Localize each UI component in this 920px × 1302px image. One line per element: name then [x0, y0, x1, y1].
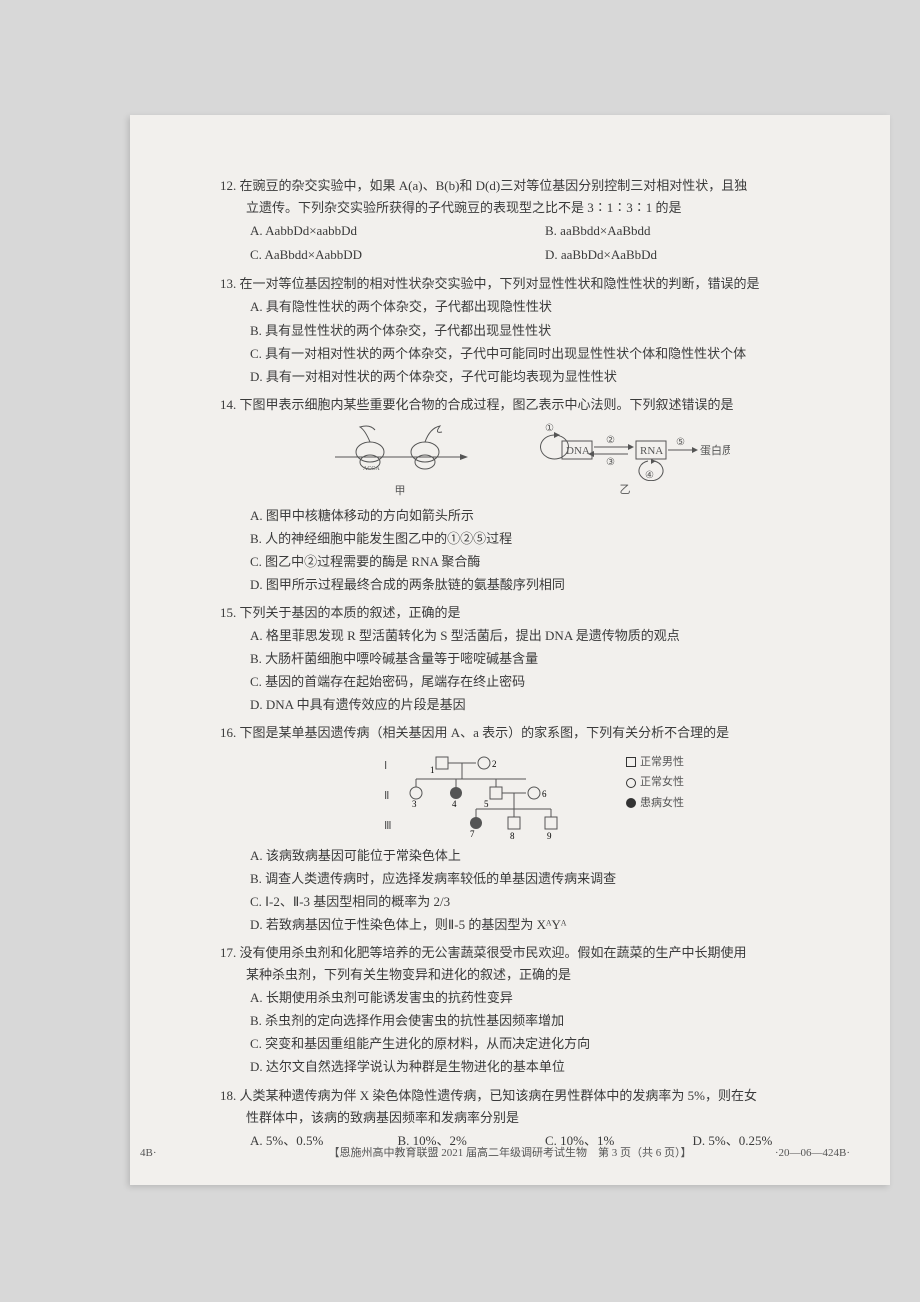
- q18-stem1: 人类某种遗传病为伴 X 染色体隐性遗传病，已知该病在男性群体中的发病率为 5%，…: [240, 1088, 757, 1103]
- q12-stem2: 立遗传。下列杂交实验所获得的子代豌豆的表现型之比不是 3∶1∶3∶1 的是: [220, 197, 840, 219]
- question-18: 18. 人类某种遗传病为伴 X 染色体隐性遗传病，已知该病在男性群体中的发病率为…: [220, 1085, 840, 1153]
- svg-text:④: ④: [645, 470, 654, 481]
- svg-text:①: ①: [545, 423, 554, 434]
- q17-opt-d: D. 达尔文自然选择学说认为种群是生物进化的基本单位: [250, 1056, 840, 1078]
- q13-opt-c: C. 具有一对相对性状的两个体杂交，子代中可能同时出现显性性状个体和隐性性状个体: [250, 343, 840, 365]
- q12-opt-a: A. AabbDd×aabbDd: [250, 220, 545, 242]
- q15-opt-d: D. DNA 中具有遗传效应的片段是基因: [250, 694, 840, 716]
- q14-diagram: ACCA 甲 ① DNA ②: [220, 422, 840, 501]
- legend-female: 正常女性: [640, 773, 684, 792]
- diagram-label-jia: 甲: [330, 482, 470, 501]
- svg-text:Ⅰ: Ⅰ: [384, 760, 387, 772]
- svg-text:⑤: ⑤: [676, 437, 685, 448]
- svg-text:4: 4: [452, 799, 457, 809]
- svg-text:蛋白质: 蛋白质: [700, 443, 730, 457]
- question-12: 12. 在豌豆的杂交实验中，如果 A(a)、B(b)和 D(d)三对等位基因分别…: [220, 175, 840, 267]
- q12-stem1: 在豌豆的杂交实验中，如果 A(a)、B(b)和 D(d)三对等位基因分别控制三对…: [240, 178, 748, 193]
- svg-text:2: 2: [492, 759, 497, 769]
- question-17: 17. 没有使用杀虫剂和化肥等培养的无公害蔬菜很受市民欢迎。假如在蔬菜的生产中长…: [220, 942, 840, 1079]
- footer-center: 【恩施州高中教育联盟 2021 届高二年级调研考试生物 第 3 页（共 6 页）…: [329, 1147, 692, 1159]
- q16-opt-d: D. 若致病基因位于性染色体上，则Ⅱ-5 的基因型为 XᴬYᴬ: [250, 914, 840, 936]
- q14-opt-a: A. 图甲中核糖体移动的方向如箭头所示: [250, 505, 840, 527]
- legend-affected: 患病女性: [640, 794, 684, 813]
- q14-opt-d: D. 图甲所示过程最终合成的两条肽链的氨基酸序列相同: [250, 574, 840, 596]
- svg-text:3: 3: [412, 799, 417, 809]
- q13-opt-a: A. 具有隐性性状的两个体杂交，子代都出现隐性性状: [250, 296, 840, 318]
- question-14: 14. 下图甲表示细胞内某些重要化合物的合成过程，图乙表示中心法则。下列叙述错误…: [220, 394, 840, 596]
- pedigree-legend: 正常男性 正常女性 患病女性: [626, 751, 684, 815]
- q16-num: 16.: [220, 725, 236, 740]
- svg-text:③: ③: [606, 457, 615, 468]
- q14-stem: 下图甲表示细胞内某些重要化合物的合成过程，图乙表示中心法则。下列叙述错误的是: [240, 397, 734, 412]
- svg-text:9: 9: [547, 831, 552, 841]
- q16-pedigree: Ⅰ 1 2 Ⅱ 3 4 5 6: [220, 751, 840, 841]
- q16-opt-c: C. Ⅰ-2、Ⅱ-3 基因型相同的概率为 2/3: [250, 891, 840, 913]
- diagram-label-yi: 乙: [520, 481, 730, 500]
- q13-num: 13.: [220, 276, 236, 291]
- q17-stem1: 没有使用杀虫剂和化肥等培养的无公害蔬菜很受市民欢迎。假如在蔬菜的生产中长期使用: [240, 945, 747, 960]
- q12-num: 12.: [220, 178, 236, 193]
- svg-text:ACCA: ACCA: [363, 466, 380, 472]
- q13-opt-b: B. 具有显性性状的两个体杂交，子代都出现显性性状: [250, 320, 840, 342]
- page-footer: 4B· 【恩施州高中教育联盟 2021 届高二年级调研考试生物 第 3 页（共 …: [130, 1144, 890, 1163]
- svg-text:8: 8: [510, 831, 515, 841]
- q17-opt-a: A. 长期使用杀虫剂可能诱发害虫的抗药性变异: [250, 987, 840, 1009]
- q14-num: 14.: [220, 397, 236, 412]
- q12-opt-c: C. AaBbdd×AabbDD: [250, 244, 545, 266]
- pedigree-diagram-icon: Ⅰ 1 2 Ⅱ 3 4 5 6: [376, 751, 606, 841]
- q17-opt-b: B. 杀虫剂的定向选择作用会使害虫的抗性基因频率增加: [250, 1010, 840, 1032]
- svg-text:6: 6: [542, 789, 547, 799]
- exam-page: 12. 在豌豆的杂交实验中，如果 A(a)、B(b)和 D(d)三对等位基因分别…: [130, 115, 890, 1185]
- q16-opt-b: B. 调查人类遗传病时，应选择发病率较低的单基因遗传病来调查: [250, 868, 840, 890]
- q16-stem: 下图是某单基因遗传病（相关基因用 A、a 表示）的家系图，下列有关分析不合理的是: [240, 725, 730, 740]
- question-16: 16. 下图是某单基因遗传病（相关基因用 A、a 表示）的家系图，下列有关分析不…: [220, 722, 840, 935]
- central-dogma-icon: ① DNA ② ③ RNA ④: [520, 423, 730, 481]
- svg-text:RNA: RNA: [640, 445, 663, 457]
- svg-text:7: 7: [470, 829, 475, 839]
- diagram-yi: ① DNA ② ③ RNA ④: [520, 423, 730, 500]
- legend-male: 正常男性: [640, 753, 684, 772]
- q13-opt-d: D. 具有一对相对性状的两个体杂交，子代可能均表现为显性性状: [250, 366, 840, 388]
- q15-opt-b: B. 大肠杆菌细胞中嘌呤碱基含量等于嘧啶碱基含量: [250, 648, 840, 670]
- question-15: 15. 下列关于基因的本质的叙述，正确的是 A. 格里菲思发现 R 型活菌转化为…: [220, 602, 840, 716]
- svg-text:5: 5: [484, 799, 489, 809]
- q15-opt-c: C. 基因的首端存在起始密码，尾端存在终止密码: [250, 671, 840, 693]
- q15-stem: 下列关于基因的本质的叙述，正确的是: [240, 605, 461, 620]
- question-13: 13. 在一对等位基因控制的相对性状杂交实验中，下列对显性性状和隐性性状的判断，…: [220, 273, 840, 387]
- q15-opt-a: A. 格里菲思发现 R 型活菌转化为 S 型活菌后，提出 DNA 是遗传物质的观…: [250, 625, 840, 647]
- diagram-jia: ACCA 甲: [330, 422, 470, 501]
- q16-opt-a: A. 该病致病基因可能位于常染色体上: [250, 845, 840, 867]
- svg-text:②: ②: [606, 435, 615, 446]
- footer-code-left: 4B·: [140, 1144, 157, 1163]
- q14-opt-c: C. 图乙中②过程需要的酶是 RNA 聚合酶: [250, 551, 840, 573]
- svg-text:1: 1: [430, 765, 435, 775]
- q17-opt-c: C. 突变和基因重组能产生进化的原材料，从而决定进化方向: [250, 1033, 840, 1055]
- q12-opt-d: D. aaBbDd×AaBbDd: [545, 244, 840, 266]
- q18-stem2: 性群体中，该病的致病基因频率和发病率分别是: [220, 1107, 840, 1129]
- q12-opt-b: B. aaBbdd×AaBbdd: [545, 220, 840, 242]
- footer-code-right: ·20—06—424B·: [775, 1144, 850, 1163]
- q14-opt-b: B. 人的神经细胞中能发生图乙中的①②⑤过程: [250, 528, 840, 550]
- q17-stem2: 某种杀虫剂，下列有关生物变异和进化的叙述，正确的是: [220, 964, 840, 986]
- q18-num: 18.: [220, 1088, 236, 1103]
- q15-num: 15.: [220, 605, 236, 620]
- svg-text:Ⅱ: Ⅱ: [384, 790, 389, 802]
- translation-diagram-icon: ACCA: [330, 422, 470, 482]
- svg-text:Ⅲ: Ⅲ: [384, 820, 392, 832]
- q17-num: 17.: [220, 945, 236, 960]
- q13-stem: 在一对等位基因控制的相对性状杂交实验中，下列对显性性状和隐性性状的判断，错误的是: [240, 276, 760, 291]
- svg-text:DNA: DNA: [566, 445, 590, 457]
